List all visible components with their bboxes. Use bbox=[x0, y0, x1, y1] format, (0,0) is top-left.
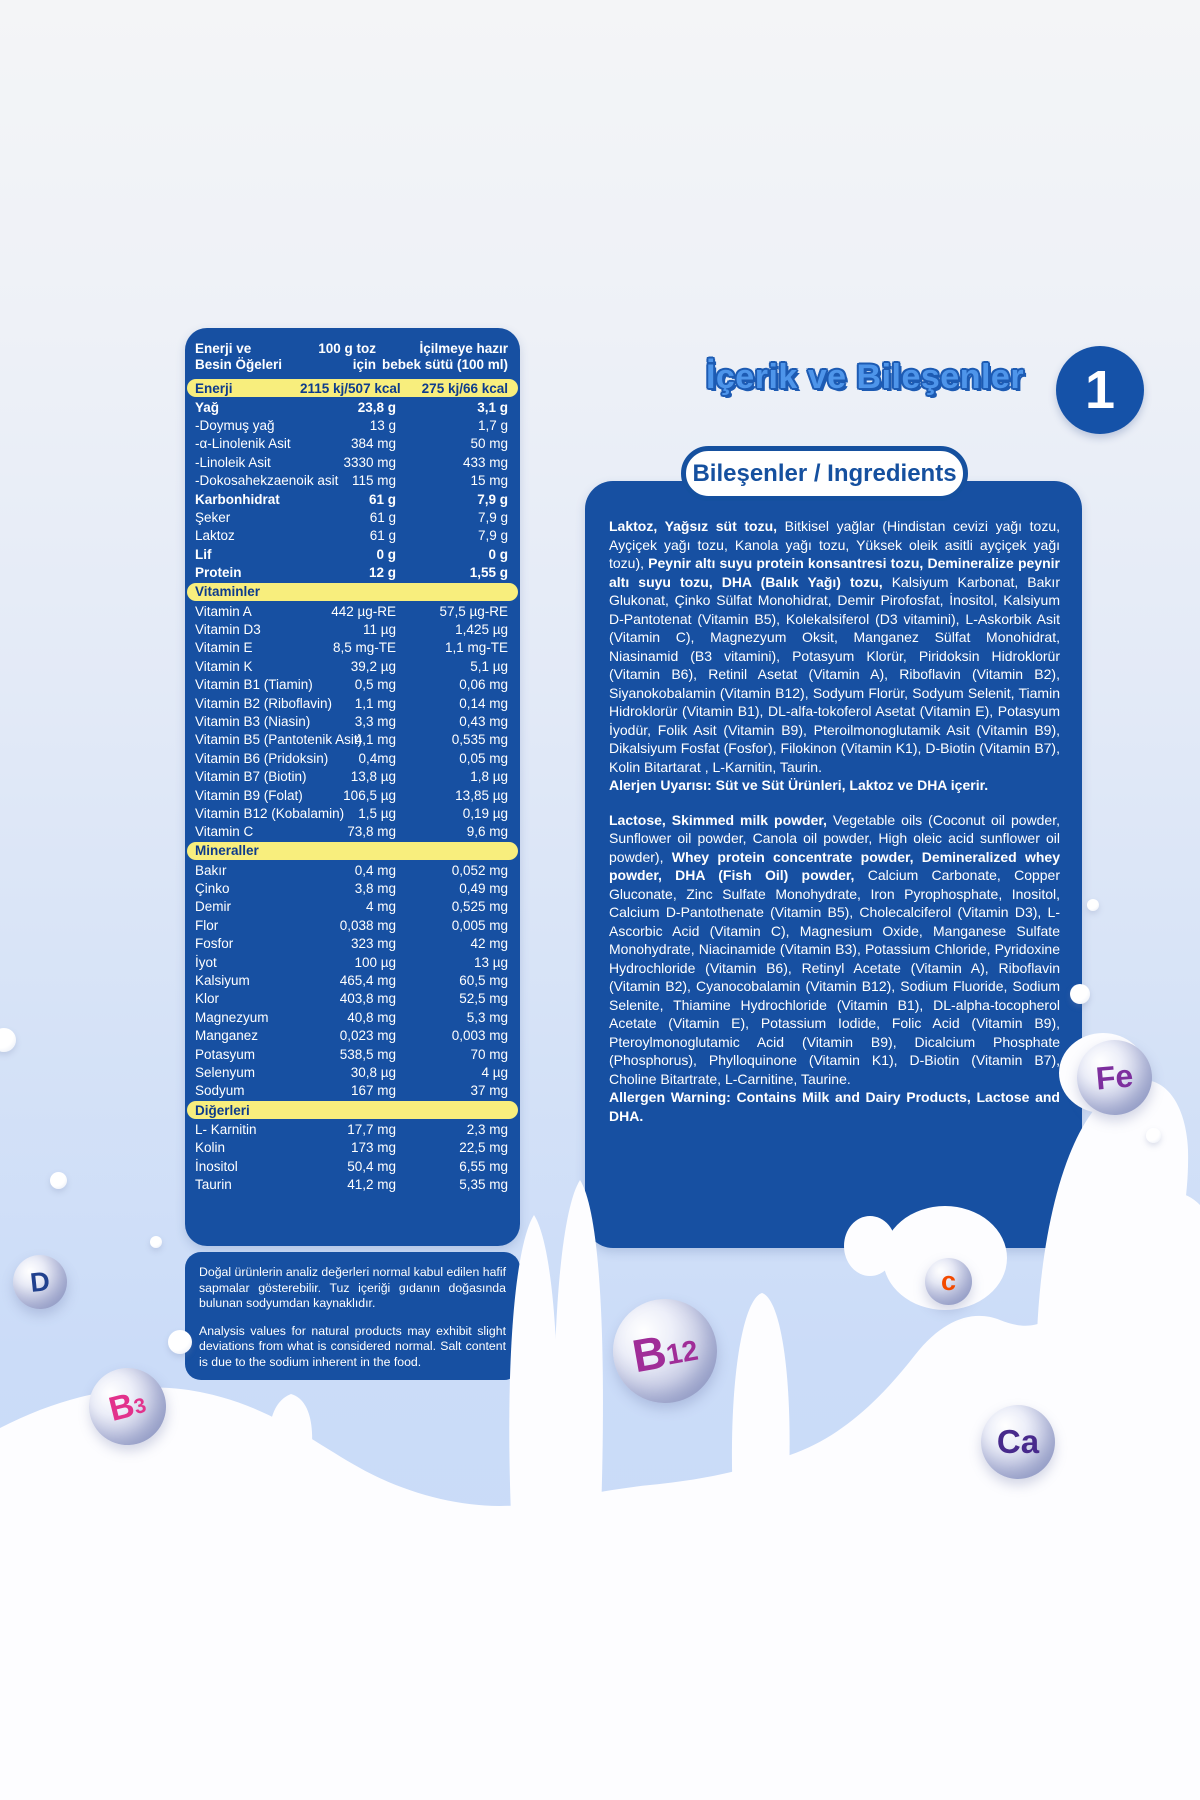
table-section-band: Enerji 2115 kj/507 kcal 275 kj/66 kcal bbox=[187, 379, 518, 397]
nutrition-table-header: Enerji ve Besin Öğeleri 100 g toz için İ… bbox=[185, 328, 520, 378]
table-row: -Linoleik Asit 3330 mg 433 mg bbox=[195, 454, 508, 470]
allergen-warning-english: Allergen Warning: Contains Milk and Dair… bbox=[609, 1089, 1060, 1124]
nutrition-rows: Enerji 2115 kj/507 kcal 275 kj/66 kcal Yağ 2… bbox=[185, 379, 520, 1194]
table-row: Flor 0,038 mg 0,005 mg bbox=[195, 917, 508, 933]
milk-droplet bbox=[168, 1330, 192, 1354]
table-row: Vitamin C 73,8 mg 9,6 mg bbox=[195, 824, 508, 840]
nutrition-facts-panel: Enerji ve Besin Öğeleri 100 g toz için İ… bbox=[185, 328, 520, 1246]
ingredients-paragraph-english: Lactose, Skimmed milk powder, Vegetable … bbox=[609, 811, 1060, 1126]
table-row: -Dokosahekzaenoik asit 115 mg 15 mg bbox=[195, 473, 508, 489]
header-per-100g-column: 100 g toz için bbox=[318, 341, 376, 372]
ingredients-pill-label: Bileşenler / Ingredients bbox=[681, 446, 968, 501]
table-row: İyot 100 µg 13 µg bbox=[195, 954, 508, 970]
table-section-band: Diğerleri bbox=[187, 1101, 518, 1120]
table-row: Selenyum 30,8 µg 4 µg bbox=[195, 1064, 508, 1080]
table-row: L- Karnitin 17,7 mg 2,3 mg bbox=[195, 1121, 508, 1137]
milk-droplet bbox=[1087, 899, 1099, 911]
section-number-badge: 1 bbox=[1056, 346, 1144, 434]
vitamin-c-bubble: c bbox=[925, 1258, 972, 1305]
table-row: Manganez 0,023 mg 0,003 mg bbox=[195, 1028, 508, 1044]
table-row: Bakır 0,4 mg 0,052 mg bbox=[195, 862, 508, 878]
milk-droplet bbox=[1146, 1128, 1161, 1143]
table-row: İnositol 50,4 mg 6,55 mg bbox=[195, 1158, 508, 1174]
table-row: Vitamin B7 (Biotin) 13,8 µg 1,8 µg bbox=[195, 769, 508, 785]
table-row: Kolin 173 mg 22,5 mg bbox=[195, 1140, 508, 1156]
table-row: Vitamin B5 (Pantotenik Asit) 4,1 mg 0,535 … bbox=[195, 732, 508, 748]
table-row: Protein 12 g 1,55 g bbox=[195, 565, 508, 581]
table-row: Vitamin B9 (Folat) 106,5 µg 13,85 µg bbox=[195, 787, 508, 803]
table-row: Vitamin A 442 µg-RE 57,5 µg-RE bbox=[195, 603, 508, 619]
table-row: Taurin 41,2 mg 5,35 mg bbox=[195, 1176, 508, 1192]
analysis-note-box: Doğal ürünlerin analiz değerleri normal … bbox=[185, 1252, 520, 1380]
table-row: Vitamin D3 11 µg 1,425 µg bbox=[195, 621, 508, 637]
allergen-warning-turkish: Alerjen Uyarısı: Süt ve Süt Ürünleri, La… bbox=[609, 777, 989, 793]
table-row: Kalsiyum 465,4 mg 60,5 mg bbox=[195, 973, 508, 989]
table-row: Karbonhidrat 61 g 7,9 g bbox=[195, 491, 508, 507]
header-nutrients-column: Enerji ve Besin Öğeleri bbox=[195, 341, 283, 372]
table-row: Potasyum 538,5 mg 70 mg bbox=[195, 1046, 508, 1062]
table-row: Vitamin B12 (Kobalamin) 1,5 µg 0,19 µg bbox=[195, 805, 508, 821]
table-row: Vitamin B3 (Niasin) 3,3 mg 0,43 mg bbox=[195, 713, 508, 729]
table-row: Yağ 23,8 g 3,1 g bbox=[195, 399, 508, 415]
table-row: Magnezyum 40,8 mg 5,3 mg bbox=[195, 1009, 508, 1025]
table-row: Vitamin B6 (Pridoksin) 0,4mg 0,05 mg bbox=[195, 750, 508, 766]
header-per-100ml-column: İçilmeye hazır bebek sütü (100 ml) bbox=[381, 341, 508, 372]
vitamin-b12-bubble: B 12 bbox=[604, 1290, 726, 1412]
ingredients-paragraph-turkish: Laktoz, Yağsız süt tozu, Bitkisel yağlar… bbox=[609, 517, 1060, 795]
table-row: Şeker 61 g 7,9 g bbox=[195, 510, 508, 526]
table-section-band: Vitaminler bbox=[187, 582, 518, 601]
ingredients-english-segments: Lactose, Skimmed milk powder, Vegetable … bbox=[609, 811, 1061, 1087]
milk-droplet bbox=[1070, 984, 1090, 1004]
table-row: Vitamin K 39,2 µg 5,1 µg bbox=[195, 658, 508, 674]
calcium-ca-bubble: Ca bbox=[981, 1405, 1055, 1479]
milk-droplet bbox=[50, 1172, 67, 1189]
milk-droplet bbox=[0, 1028, 16, 1052]
table-row: Vitamin B2 (Riboflavin) 1,1 mg 0,14 mg bbox=[195, 695, 508, 711]
table-row: -α-Linolenik Asit 384 mg 50 mg bbox=[195, 436, 508, 452]
page-title: İçerik ve Bileşenler bbox=[705, 358, 1025, 396]
table-row: Çinko 3,8 mg 0,49 mg bbox=[195, 881, 508, 897]
table-row: -Doymuş yağ 13 g 1,7 g bbox=[195, 418, 508, 434]
analysis-note-turkish: Doğal ürünlerin analiz değerleri normal … bbox=[199, 1265, 506, 1311]
table-row: Sodyum 167 mg 37 mg bbox=[195, 1083, 508, 1099]
table-row: Fosfor 323 mg 42 mg bbox=[195, 936, 508, 952]
ingredients-turkish-segments: Laktoz, Yağsız süt tozu, Bitkisel yağlar… bbox=[609, 518, 1061, 775]
table-row: Vitamin E 8,5 mg-TE 1,1 mg-TE bbox=[195, 640, 508, 656]
table-row: Laktoz 61 g 7,9 g bbox=[195, 528, 508, 544]
table-row: Demir 4 mg 0,525 mg bbox=[195, 899, 508, 915]
iron-fe-bubble: Fe bbox=[1073, 1036, 1156, 1119]
analysis-note-english: Analysis values for natural products may… bbox=[199, 1323, 506, 1369]
table-section-band: Mineraller bbox=[187, 841, 518, 860]
table-row: Vitamin B1 (Tiamin) 0,5 mg 0,06 mg bbox=[195, 677, 508, 693]
table-row: Klor 403,8 mg 52,5 mg bbox=[195, 991, 508, 1007]
vitamin-d-bubble: D bbox=[10, 1252, 70, 1312]
ingredients-panel: Laktoz, Yağsız süt tozu, Bitkisel yağlar… bbox=[585, 481, 1082, 1248]
milk-droplet bbox=[150, 1236, 162, 1248]
